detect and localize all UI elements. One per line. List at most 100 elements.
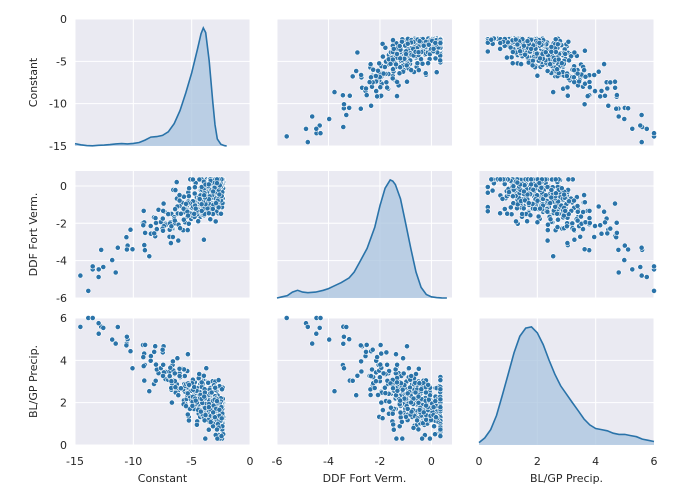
scatter-point <box>581 192 587 198</box>
scatter-point <box>393 61 399 68</box>
scatter-point <box>537 205 543 212</box>
scatter-point <box>430 404 437 411</box>
scatter-point <box>100 324 107 331</box>
scatter-point <box>595 68 602 75</box>
scatter-point <box>602 219 608 226</box>
scatter-point <box>209 205 216 212</box>
scatter-point <box>399 435 406 442</box>
scatter-point <box>497 176 504 183</box>
scatter-point <box>602 92 608 99</box>
scatter-point <box>171 217 178 224</box>
scatter-point <box>390 37 396 43</box>
scatter-point <box>346 92 353 99</box>
y-tick-label: -2 <box>56 217 67 230</box>
scatter-point <box>542 192 549 199</box>
scatter-point <box>210 188 217 195</box>
scatter-point <box>497 40 504 46</box>
scatter-point <box>211 414 218 421</box>
scatter-point <box>95 274 102 280</box>
scatter-point <box>555 216 561 223</box>
scatter-point <box>203 365 210 372</box>
scatter-point <box>354 49 361 56</box>
scatter-point <box>431 423 437 430</box>
scatter-point <box>379 415 386 422</box>
scatter-point <box>604 85 611 92</box>
scatter-point <box>425 381 431 388</box>
scatter-point <box>614 92 620 98</box>
scatter-point <box>420 409 427 416</box>
scatter-point <box>152 377 159 384</box>
scatter-point <box>437 404 444 411</box>
scatter-point <box>582 47 588 54</box>
scatter-point <box>172 206 178 212</box>
scatter-point <box>604 230 611 237</box>
scatter-point <box>176 373 183 379</box>
scatter-point <box>303 125 309 132</box>
scatter-point <box>554 41 561 48</box>
scatter-point <box>89 315 96 321</box>
scatter-point <box>527 212 534 219</box>
scatter-point <box>317 130 324 137</box>
y-tick-label: 6 <box>60 312 67 325</box>
scatter-point <box>141 247 148 254</box>
scatter-point <box>416 406 423 413</box>
scatter-point <box>89 263 96 270</box>
scatter-point <box>174 355 181 362</box>
scatter-point <box>484 208 491 215</box>
scatter-point <box>153 220 159 226</box>
scatter-point <box>397 397 404 404</box>
scatter-point <box>416 38 423 45</box>
scatter-point <box>331 388 338 395</box>
scatter-point <box>499 195 506 202</box>
scatter-point <box>191 190 198 197</box>
scatter-point <box>160 207 167 214</box>
scatter-point <box>489 187 496 194</box>
scatter-point <box>560 212 567 219</box>
scatter-point <box>369 366 375 373</box>
scatter-point <box>343 112 350 118</box>
scatter-point <box>394 51 400 57</box>
scatter-point <box>426 435 433 442</box>
panel-constant-vs-ddf-fort-verm <box>276 18 452 147</box>
scatter-point <box>488 176 495 183</box>
scatter-point <box>189 402 196 409</box>
scatter-point <box>215 204 222 211</box>
x-axis-label: DDF Fort Verm. <box>323 472 407 485</box>
scatter-point <box>380 370 387 377</box>
scatter-point <box>343 324 350 330</box>
scatter-point <box>167 240 174 246</box>
scatter-point <box>374 354 380 360</box>
scatter-point <box>582 73 589 80</box>
scatter-point <box>185 212 191 219</box>
scatter-point <box>537 55 543 62</box>
y-tick-label: -15 <box>49 140 67 153</box>
scatter-point <box>374 93 380 100</box>
scatter-point <box>488 36 495 43</box>
y-tick-label: -5 <box>56 55 67 68</box>
scatter-point <box>536 180 543 186</box>
scatter-point <box>586 220 593 226</box>
scatter-point <box>595 203 602 210</box>
scatter-point <box>363 92 370 98</box>
scatter-point <box>213 200 219 206</box>
scatter-point <box>415 67 422 73</box>
scatter-point <box>378 350 385 357</box>
scatter-point <box>552 36 559 43</box>
scatter-point <box>548 187 555 193</box>
scatter-point <box>169 234 176 240</box>
scatter-point <box>432 40 439 46</box>
scatter-point <box>564 92 571 99</box>
scatter-point <box>513 218 519 225</box>
scatter-point <box>363 341 370 348</box>
scatter-point <box>210 409 217 416</box>
kde-line <box>74 25 227 147</box>
scatter-point <box>419 435 425 442</box>
scatter-point <box>304 323 311 330</box>
scatter-point <box>586 79 593 85</box>
scatter-point <box>184 351 191 358</box>
scatter-point <box>160 361 167 368</box>
scatter-point <box>181 373 188 379</box>
scatter-point <box>377 361 384 368</box>
scatter-point <box>544 184 551 190</box>
scatter-point <box>390 46 397 52</box>
